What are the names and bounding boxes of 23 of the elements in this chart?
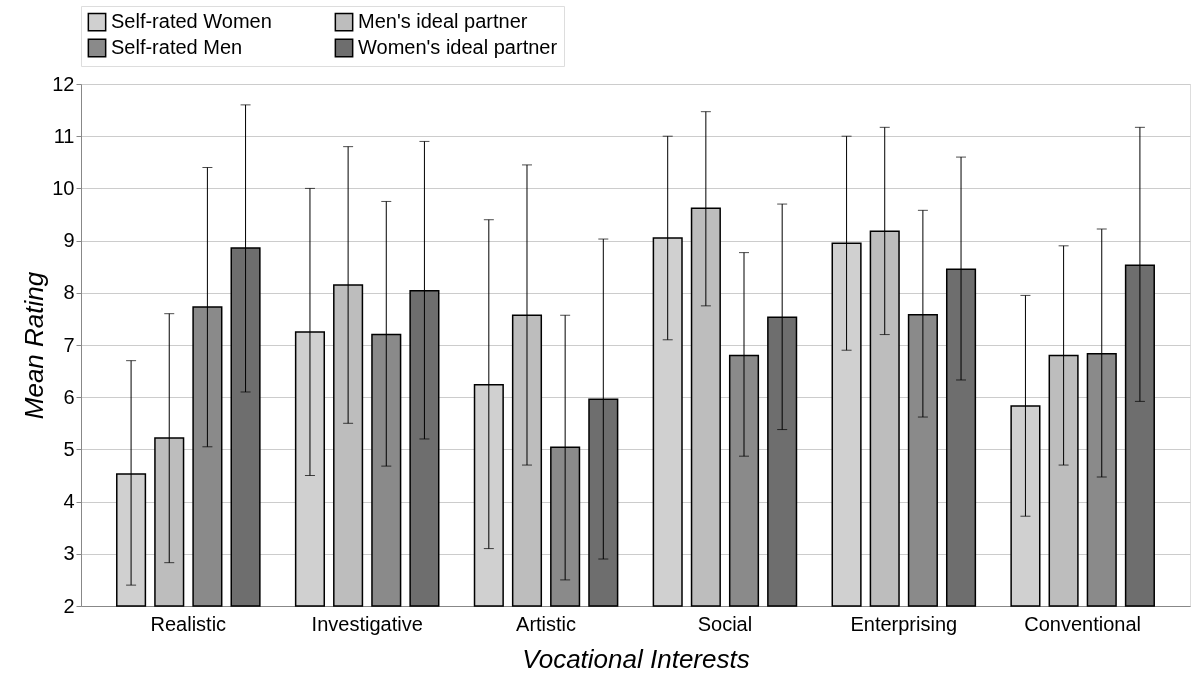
legend-label: Men's ideal partner (358, 10, 528, 33)
y-tick-label: 3 (63, 542, 75, 565)
y-tick-label: 11 (53, 124, 75, 147)
x-tick-label: Conventional (1024, 612, 1142, 635)
y-tick-label: 2 (63, 594, 75, 617)
y-axis-title: Mean Rating (19, 271, 50, 420)
legend-label: Self-rated Men (111, 36, 243, 58)
y-tick-label: 9 (63, 229, 75, 252)
x-tick-label: Artistic (516, 612, 577, 635)
x-tick-label: Investigative (311, 612, 423, 635)
x-tick-label: Enterprising (850, 612, 958, 635)
legend-label: Women's ideal partner (358, 36, 558, 58)
y-tick-label: 7 (63, 333, 75, 356)
y-tick-label: 8 (63, 281, 75, 304)
y-tick-label: 5 (63, 437, 75, 460)
legend-label: Self-rated Women (111, 10, 272, 33)
y-tick-label: 10 (52, 176, 75, 199)
y-tick-label: 6 (63, 385, 75, 408)
y-tick-label: 12 (52, 72, 75, 95)
x-axis-title: Vocational Interests (522, 643, 750, 674)
x-tick-label: Social (697, 612, 753, 635)
x-tick-label: Realistic (150, 612, 227, 635)
y-tick-label: 4 (63, 490, 75, 513)
